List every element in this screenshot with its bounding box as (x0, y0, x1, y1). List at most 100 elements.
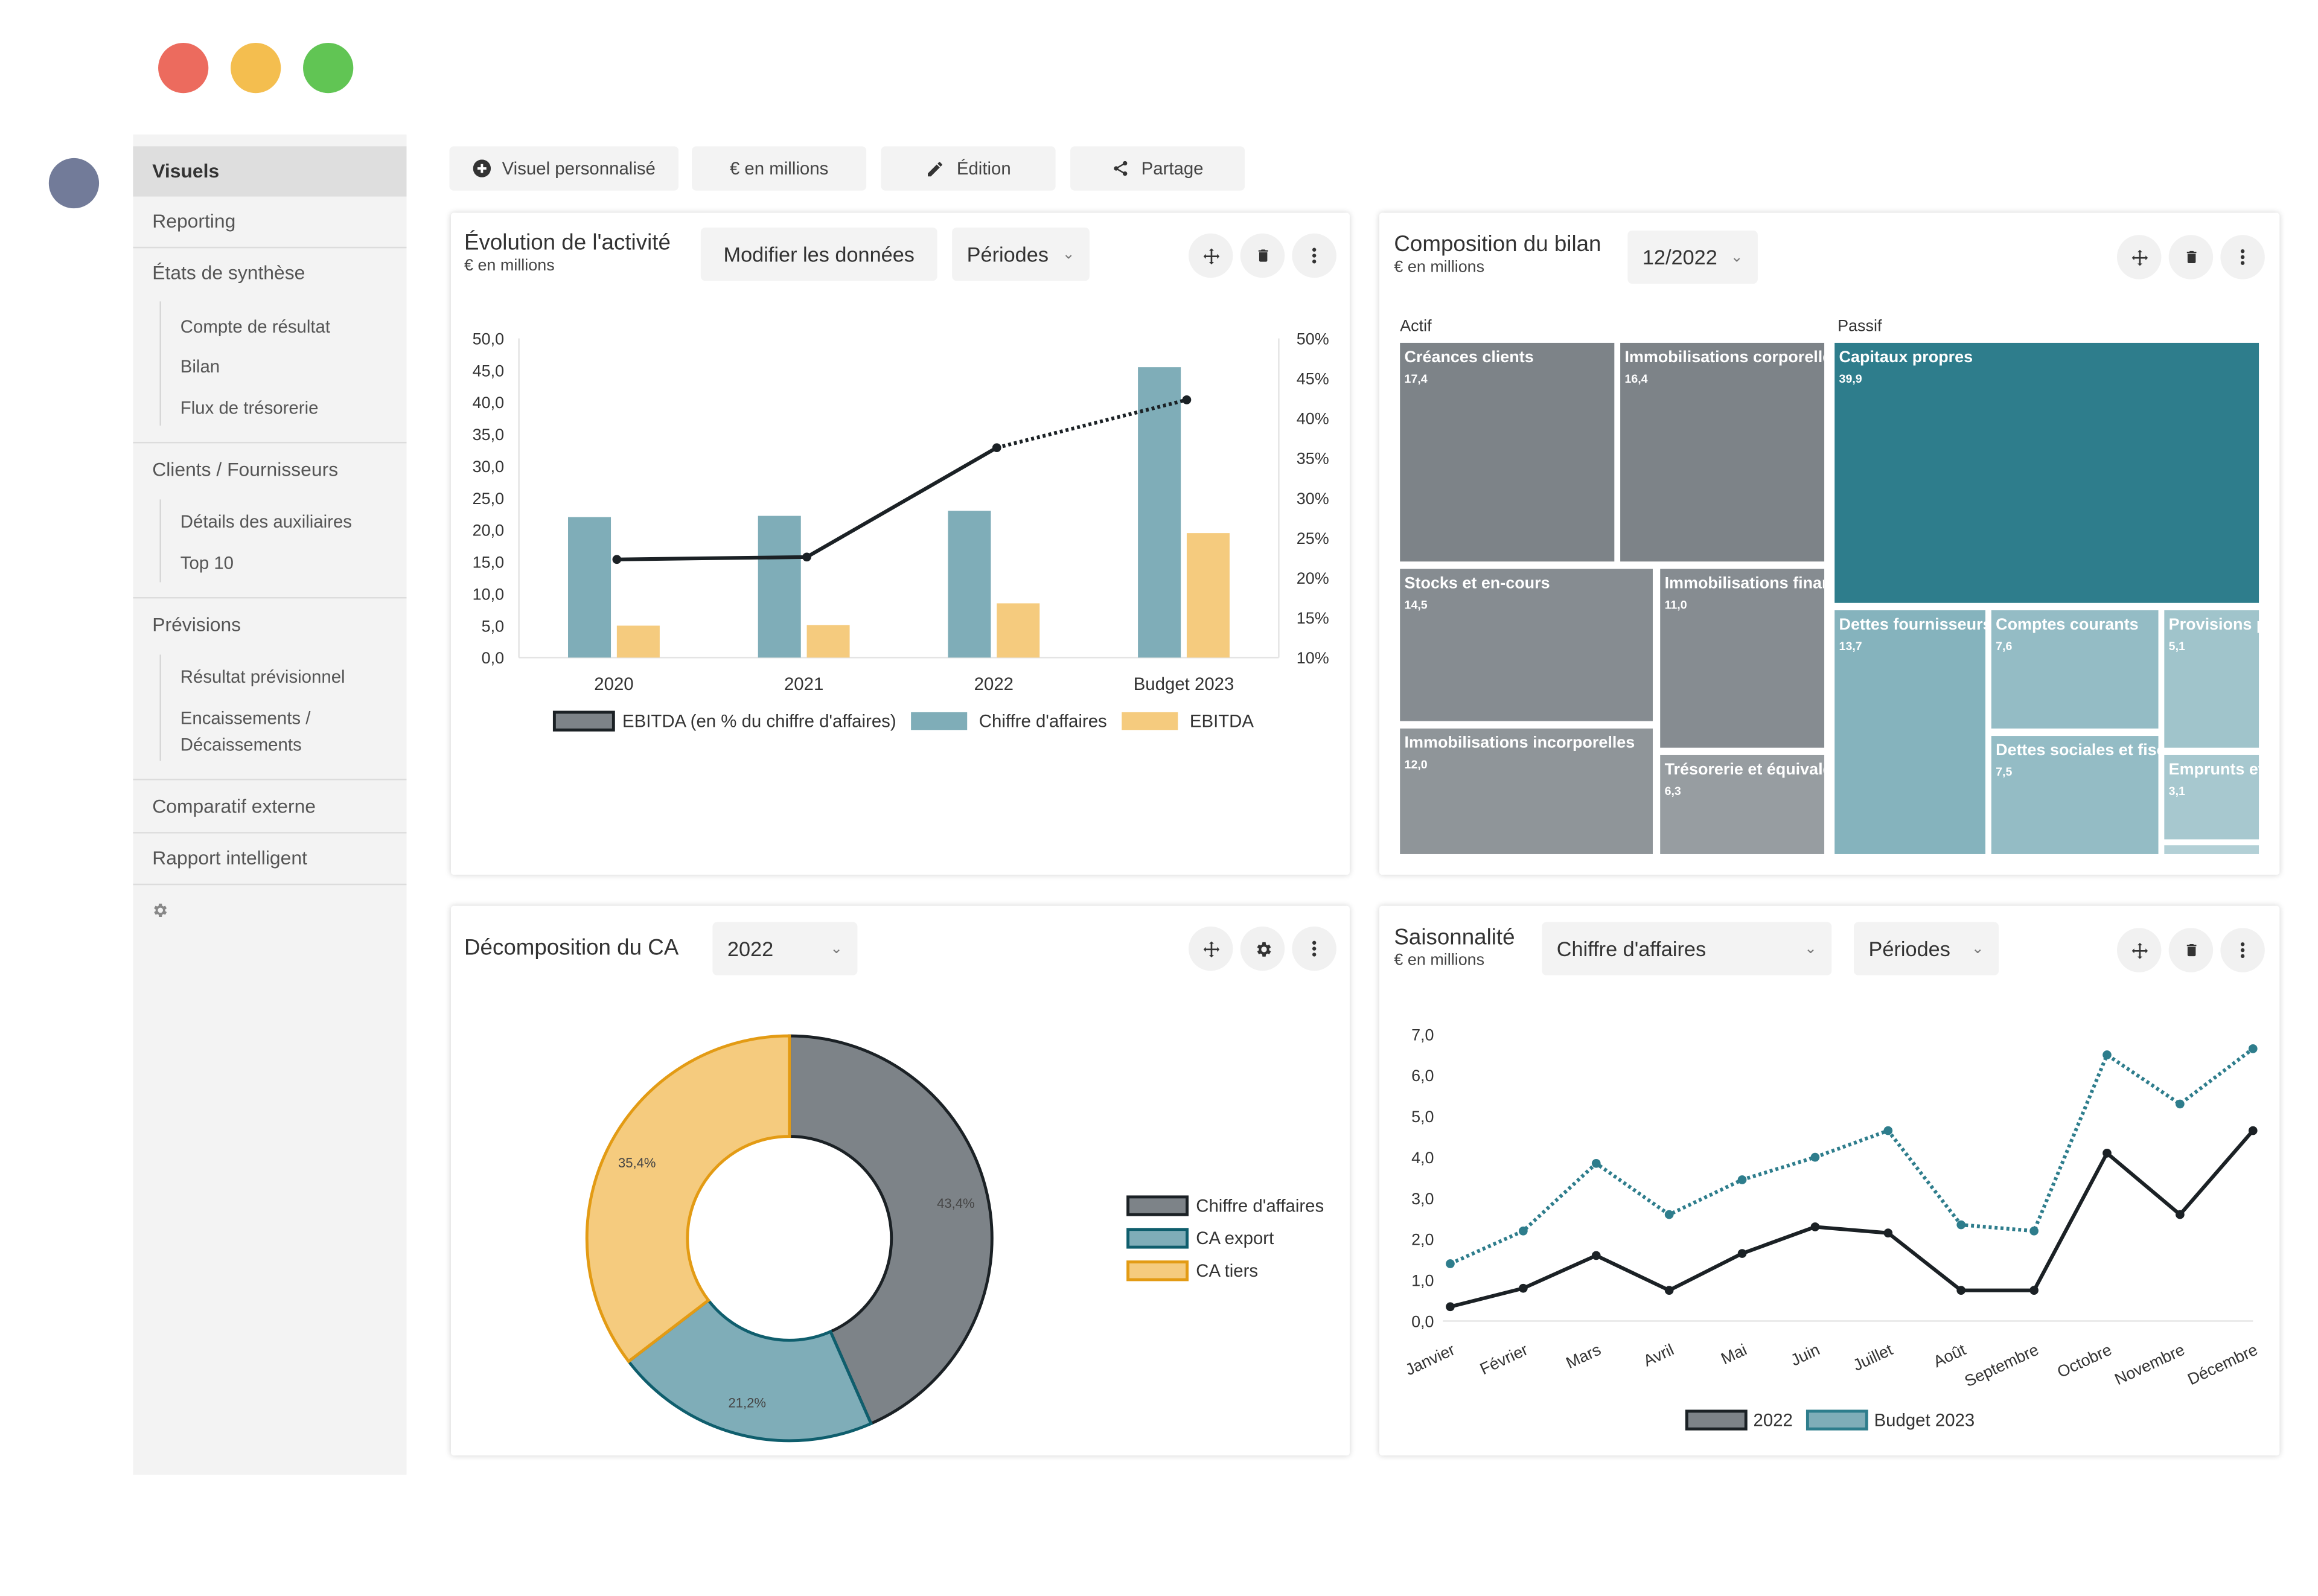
plus-circle-icon (472, 159, 490, 177)
y2-tick-label: 50% (1297, 330, 1329, 348)
sidebar-item-visuels[interactable]: Visuels (133, 146, 407, 197)
treemap-tile[interactable]: Créances clients 17,4 (1400, 342, 1615, 562)
button-label: Édition (956, 158, 1011, 179)
x-tick-label: Octobre (2054, 1341, 2114, 1382)
select-value: 2022 (727, 937, 774, 961)
window-minimize-button[interactable] (231, 42, 281, 94)
data-point (992, 443, 1001, 453)
select-value: Périodes (966, 242, 1049, 266)
edit-button[interactable]: Édition (881, 146, 1056, 191)
settings-button[interactable] (1240, 926, 1285, 971)
x-tick-label: Juin (1788, 1341, 1822, 1370)
units-button[interactable]: € en millions (692, 146, 867, 191)
treemap-tile[interactable]: Dettes fournisseurs 13,7 (1834, 610, 1986, 854)
tile-value: 6,3 (1664, 784, 1681, 798)
window-close-button[interactable] (158, 42, 209, 94)
share-button[interactable]: Partage (1070, 146, 1245, 191)
treemap-tile[interactable]: Provisions pour risques 5,1 (2164, 610, 2259, 748)
tile-label: Emprunts et dettes (2168, 761, 2259, 779)
y-tick-label: 5,0 (482, 617, 504, 635)
treemap-tile[interactable]: Trésorerie et équivalents 6,3 (1660, 755, 1825, 854)
treemap-tile[interactable]: Dettes sociales et fiscales 7,5 (1991, 736, 2159, 854)
data-point (2176, 1099, 2185, 1109)
y-tick-label: 30,0 (473, 458, 504, 476)
treemap-tile[interactable]: Stocks et en-cours 14,5 (1400, 569, 1653, 721)
trash-icon (2186, 943, 2196, 957)
sidebar-subitem-decaissements[interactable]: Décaissements (180, 734, 302, 755)
y-tick-label: 3,0 (1411, 1190, 1434, 1208)
legend-label: Chiffre d'affaires (1196, 1196, 1324, 1216)
delete-button[interactable] (1240, 233, 1285, 278)
more-button[interactable] (1292, 926, 1336, 971)
data-point (1591, 1158, 1601, 1168)
tile-label: Trésorerie et équivalents (1664, 761, 1824, 779)
data-point (2102, 1050, 2112, 1059)
tile-label: Comptes courants (1996, 616, 2139, 634)
date-select[interactable]: 12/2022 ⌄ (1627, 230, 1758, 284)
data-point (2029, 1226, 2039, 1236)
periods-select[interactable]: Périodes ⌄ (1854, 922, 1999, 975)
sidebar-subitem-compte-resultat[interactable]: Compte de résultat (180, 316, 331, 337)
sidebar-item-label: Rapport intelligent (152, 846, 307, 869)
sidebar-item-previsions[interactable]: Prévisions (133, 609, 406, 642)
move-button[interactable] (2116, 235, 2162, 279)
sidebar-subitem-resultat-previsionnel[interactable]: Résultat prévisionnel (180, 666, 345, 688)
year-select[interactable]: 2022 ⌄ (712, 922, 858, 975)
legend-swatch (1126, 1260, 1189, 1282)
tree-line (159, 499, 161, 583)
metric-select[interactable]: Chiffre d'affaires ⌄ (1542, 922, 1832, 975)
move-button[interactable] (2116, 928, 2162, 972)
y2-tick-label: 25% (1297, 529, 1329, 547)
x-tick-label: Budget 2023 (1134, 674, 1234, 694)
treemap-tile[interactable]: Immobilisations incorporelles 12,0 (1400, 728, 1653, 854)
gear-icon[interactable] (151, 900, 168, 918)
bar (806, 625, 850, 658)
y-tick-label: 10,0 (473, 585, 504, 603)
move-button[interactable] (1188, 233, 1233, 278)
bar (948, 511, 991, 658)
sidebar-subitem-encaissements[interactable]: Encaissements / (180, 707, 311, 729)
x-tick-label: 2022 (974, 674, 1014, 694)
legend-label: EBITDA (en % du chiffre d'affaires) (622, 711, 896, 731)
chevron-down-icon: ⌄ (1062, 246, 1075, 263)
sidebar-subitem-bilan[interactable]: Bilan (180, 356, 220, 377)
share-icon (1114, 161, 1128, 176)
x-tick-label: Juillet (1850, 1340, 1896, 1374)
data-point (1182, 395, 1192, 404)
custom-visual-button[interactable]: Visuel personnalisé (449, 146, 679, 191)
tile-value: 13,7 (1839, 639, 1862, 654)
sidebar-item-etats[interactable]: États de synthèse (133, 257, 406, 290)
treemap-tile[interactable]: Immobilisations financières 11,0 (1660, 569, 1825, 748)
sidebar-item-clients[interactable]: Clients / Fournisseurs (133, 454, 406, 487)
treemap-tile[interactable]: Capitaux propres 39,9 (1834, 342, 2259, 603)
sidebar-subitem-top10[interactable]: Top 10 (180, 552, 234, 573)
treemap-tile[interactable] (2164, 845, 2259, 854)
periods-select[interactable]: Périodes ⌄ (952, 227, 1090, 281)
more-button[interactable] (2220, 928, 2265, 972)
data-point (2102, 1149, 2112, 1158)
sidebar-item-rapport[interactable]: Rapport intelligent (133, 842, 406, 875)
tile-label: Immobilisations incorporelles (1404, 734, 1635, 753)
modify-data-button[interactable]: Modifier les données (700, 227, 937, 281)
sidebar-subitem-flux[interactable]: Flux de trésorerie (180, 397, 319, 418)
x-tick-label: 2020 (594, 674, 633, 694)
treemap-tile[interactable]: Emprunts et dettes 3,1 (2164, 755, 2259, 840)
move-button[interactable] (1188, 926, 1233, 971)
sidebar-subitem-auxiliaires[interactable]: Détails des auxiliaires (180, 511, 353, 532)
bar (568, 517, 611, 658)
donut-slice (585, 1034, 791, 1364)
treemap-tile[interactable]: Immobilisations corporelles 16,4 (1620, 342, 1825, 562)
treemap-tile[interactable]: Comptes courants 7,6 (1991, 610, 2159, 729)
avatar[interactable] (48, 158, 100, 209)
more-button[interactable] (1292, 233, 1336, 278)
donut-slice (626, 1298, 873, 1443)
delete-button[interactable] (2168, 928, 2214, 972)
data-point (2248, 1126, 2258, 1135)
sidebar-item-comparatif[interactable]: Comparatif externe (133, 791, 406, 823)
sidebar-item-reporting[interactable]: Reporting (133, 205, 406, 238)
window-maximize-button[interactable] (303, 42, 354, 94)
data-point (1519, 1226, 1528, 1236)
delete-button[interactable] (2168, 235, 2214, 279)
data-point (1664, 1210, 1674, 1219)
more-button[interactable] (2220, 235, 2265, 279)
